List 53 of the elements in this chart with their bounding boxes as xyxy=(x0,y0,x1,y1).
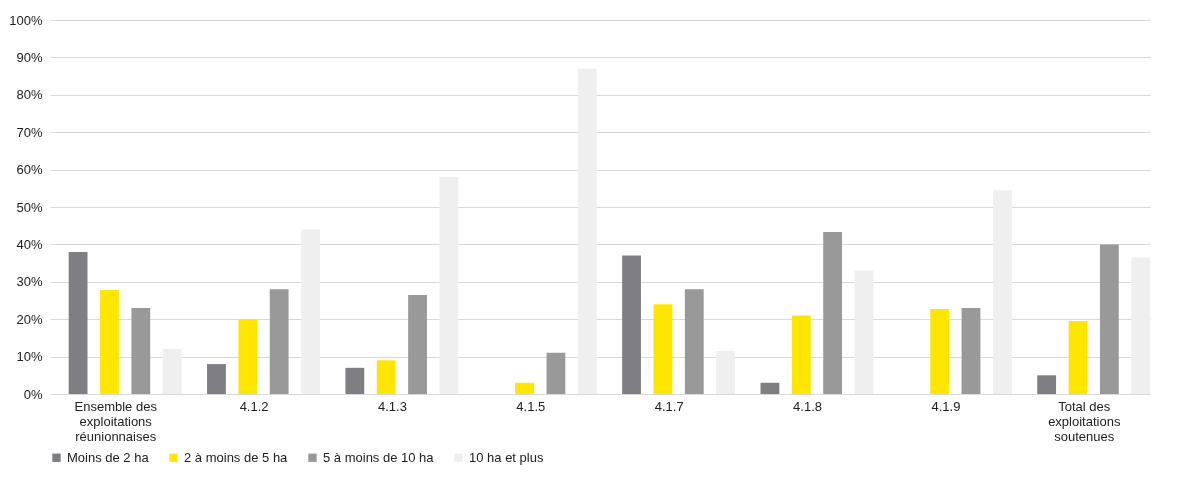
y-tick-label: 80% xyxy=(16,87,43,103)
y-tick-label: 90% xyxy=(16,49,43,65)
bar xyxy=(1068,321,1088,394)
bar xyxy=(992,190,1012,394)
bar xyxy=(716,350,736,394)
bar xyxy=(791,315,811,394)
legend-label: 5 à moins de 10 ha xyxy=(323,449,435,465)
legend-label: Moins de 2 ha xyxy=(67,449,150,465)
x-tick-label: 4.1.7 xyxy=(654,398,684,414)
legend-label: 2 à moins de 5 ha xyxy=(184,449,289,465)
y-tick-label: 30% xyxy=(16,274,43,290)
bar xyxy=(376,360,396,394)
x-tick-label: 4.1.9 xyxy=(931,398,961,414)
bar xyxy=(854,270,874,394)
bar xyxy=(238,319,258,394)
bar xyxy=(577,68,597,394)
x-tick-label: Total des exploitations soutenues xyxy=(1048,398,1121,444)
x-tick-label: Ensemble des exploitations réunionnaises xyxy=(74,398,158,444)
bar xyxy=(269,289,289,394)
bar xyxy=(100,290,119,394)
bar xyxy=(1131,257,1151,394)
y-tick-label: 60% xyxy=(16,162,43,178)
x-tick-label: 4.1.8 xyxy=(793,398,823,414)
bar xyxy=(684,289,704,394)
bar xyxy=(653,304,673,394)
bar xyxy=(408,294,427,394)
y-tick-label: 40% xyxy=(16,236,43,252)
bar xyxy=(823,232,843,394)
y-tick-label: 50% xyxy=(16,199,43,215)
y-tick-label: 20% xyxy=(16,311,43,327)
y-tick-label: 70% xyxy=(16,124,43,140)
x-tick-label: 4.1.3 xyxy=(377,398,407,414)
x-tick-label: 4.1.5 xyxy=(516,398,546,414)
bar xyxy=(622,255,641,394)
bar xyxy=(439,177,459,394)
bar xyxy=(162,349,182,394)
bar xyxy=(131,307,151,394)
bar xyxy=(207,364,226,394)
y-tick-label: 10% xyxy=(16,349,43,365)
bar xyxy=(345,367,365,394)
y-tick-label: 100% xyxy=(9,12,43,28)
bar xyxy=(546,352,566,394)
y-tick-label: 0% xyxy=(23,386,43,402)
bar xyxy=(760,382,780,394)
bar xyxy=(930,309,950,394)
x-tick-label: 4.1.2 xyxy=(239,398,269,414)
bar xyxy=(68,251,88,394)
bar xyxy=(1099,244,1119,394)
bar xyxy=(515,382,534,394)
bar xyxy=(1037,375,1057,394)
legend-label: 10 ha et plus xyxy=(469,449,544,465)
bar xyxy=(301,229,320,394)
bar xyxy=(961,307,981,394)
